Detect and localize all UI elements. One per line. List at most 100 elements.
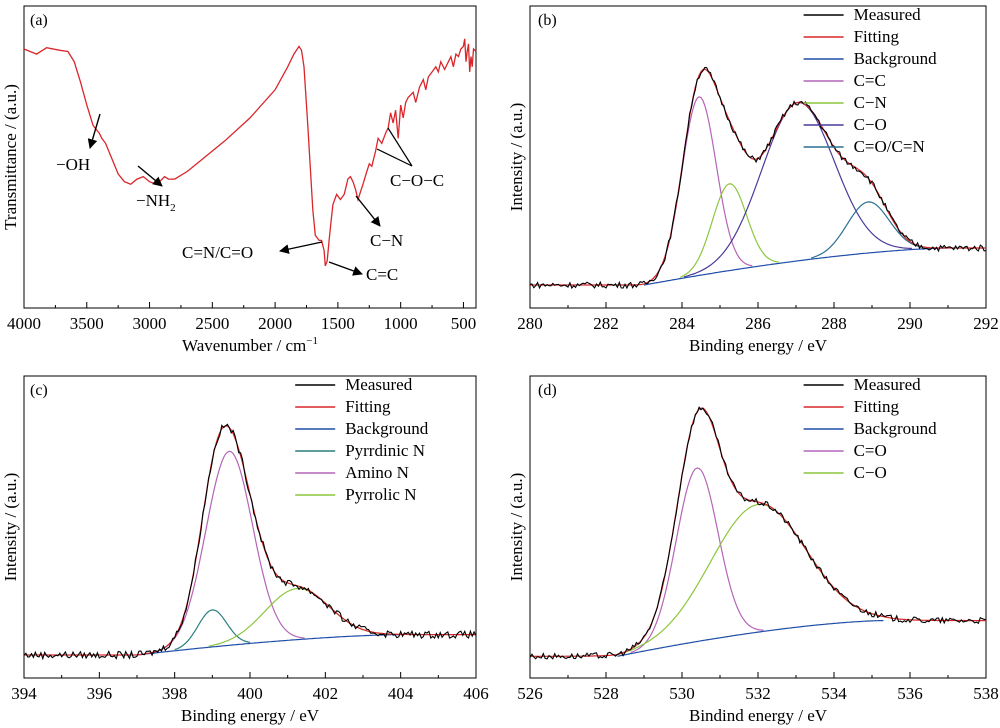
- legend-label-c-1: Fitting: [345, 397, 391, 416]
- x-tick-label-c-3: 400: [237, 684, 263, 703]
- x-tick-label-a-4: 2000: [258, 314, 292, 333]
- series-c-5: [208, 587, 386, 647]
- series-b-6: [811, 201, 926, 259]
- legend-label-c-4: Amino N: [345, 463, 409, 482]
- annotation-cc-label: C=C: [366, 265, 398, 284]
- annotation-cn: C−N: [355, 195, 403, 250]
- series-d-1: [530, 407, 986, 657]
- legend-label-b-2: Background: [854, 49, 938, 68]
- annotation-cn-label: C−N: [370, 231, 403, 250]
- arrow-coc-2: [376, 148, 413, 167]
- series-b-1: [530, 68, 986, 286]
- x-tick-label-a-0: 4000: [7, 314, 41, 333]
- legend-label-b-4: C−N: [854, 93, 887, 112]
- annotation-nh2: −NH2: [136, 165, 176, 214]
- x-axis-label-a: Wavenumber / cm−1: [182, 335, 318, 355]
- x-tick-label-b-1: 282: [593, 314, 619, 333]
- series-b-0: [529, 66, 987, 290]
- annotation-cc: C=C: [328, 261, 398, 284]
- panel-label-b: (b): [538, 12, 557, 29]
- x-tick-label-a-5: 1500: [321, 314, 355, 333]
- series-c-4: [153, 450, 305, 653]
- x-tick-label-d-1: 528: [593, 684, 619, 703]
- x-tick-label-d-4: 534: [821, 684, 847, 703]
- x-axis-label-c: Binding energy / eV: [181, 706, 320, 725]
- series-d-2: [617, 620, 884, 657]
- panel-a: (a) 4000 3500 3000 2500 2000 1500 1000 500 Wave…: [1, 5, 477, 355]
- legend-label-b-6: C=O/C=N: [854, 137, 925, 156]
- series-c-1: [24, 425, 476, 656]
- legend-label-b-0: Measured: [854, 5, 922, 24]
- legend-label-b-1: Fitting: [854, 27, 900, 46]
- series-d-3: [630, 467, 764, 654]
- arrow-cn: [355, 195, 381, 227]
- arrow-cnco: [279, 241, 323, 254]
- y-axis-label-d: Intensity / (a.u.): [507, 473, 526, 582]
- annotation-cnco-label: C=N/C=O: [182, 243, 253, 262]
- x-tick-label-b-2: 284: [669, 314, 695, 333]
- series-d: [529, 406, 987, 660]
- x-tick-label-c-6: 406: [463, 684, 489, 703]
- legend-label-b-5: C−O: [854, 115, 887, 134]
- panel-label-d: (d): [538, 382, 557, 399]
- x-tick-label-c-2: 398: [162, 684, 188, 703]
- x-tick-label-b-0: 280: [517, 314, 543, 333]
- x-axis-d: 526 528 530 532 534 536 538: [517, 672, 999, 703]
- annotation-oh: −OH: [56, 113, 101, 174]
- ftir-line: [23, 38, 477, 267]
- legend-label-d-1: Fitting: [854, 397, 900, 416]
- legend-c: Measured Fitting Background Pyrrdinic N Amin…: [295, 375, 429, 504]
- y-axis-label-a: Transmittance / (a.u.): [1, 84, 20, 230]
- series-a: [23, 38, 477, 267]
- series-c: [23, 423, 477, 661]
- legend-label-c-3: Pyrrdinic N: [345, 441, 425, 460]
- x-tick-label-d-6: 538: [973, 684, 999, 703]
- x-tick-label-a-6: 1000: [384, 314, 418, 333]
- x-tick-label-b-3: 286: [745, 314, 771, 333]
- legend-label-d-0: Measured: [854, 375, 922, 394]
- legend-label-d-3: C=O: [854, 441, 887, 460]
- x-tick-label-b-4: 288: [821, 314, 847, 333]
- y-axis-label-c: Intensity / (a.u.): [1, 473, 20, 582]
- arrow-nh2: [137, 165, 163, 187]
- series-b-2: [643, 247, 948, 286]
- series-c-3: [174, 609, 251, 651]
- legend-label-d-4: C−O: [854, 463, 887, 482]
- x-tick-label-d-2: 530: [669, 684, 695, 703]
- panel-d: (d) 526 528 530 532 534 536 538 Bindind energy…: [507, 375, 999, 725]
- x-tick-label-d-0: 526: [517, 684, 543, 703]
- series-d-4: [617, 503, 884, 656]
- panel-b: (b) 280 282 284 286 288 290 292 Binding energy…: [507, 5, 999, 355]
- x-tick-label-d-5: 536: [897, 684, 923, 703]
- legend-label-b-3: C=C: [854, 71, 886, 90]
- x-tick-label-c-0: 394: [11, 684, 37, 703]
- x-tick-label-c-1: 396: [87, 684, 113, 703]
- x-tick-label-a-1: 3500: [70, 314, 104, 333]
- x-tick-label-b-6: 292: [973, 314, 999, 333]
- x-axis-label-b: Binding energy / eV: [689, 336, 828, 355]
- x-tick-label-a-2: 3000: [133, 314, 167, 333]
- legend-b: Measured Fitting Background C=C C−N C−O C=O/C=…: [803, 5, 938, 156]
- legend-label-c-2: Background: [345, 419, 429, 438]
- annotation-coc: C−O−C: [376, 127, 444, 190]
- x-tick-label-a-7: 500: [451, 314, 477, 333]
- annotation-oh-label: −OH: [56, 155, 90, 174]
- legend-label-c-0: Measured: [345, 375, 413, 394]
- x-axis-a: 4000 3500 3000 2500 2000 1500 1000 500: [7, 302, 476, 333]
- x-tick-label-c-4: 402: [313, 684, 339, 703]
- legend-label-d-2: Background: [854, 419, 938, 438]
- x-axis-b: 280 282 284 286 288 290 292: [517, 302, 999, 333]
- annotation-nh2-label: −NH2: [136, 191, 176, 214]
- series-c-0: [23, 423, 477, 661]
- arrow-oh: [87, 113, 101, 149]
- series-d-0: [529, 406, 987, 660]
- plot-frame-a: [23, 5, 477, 309]
- series-b-4: [679, 183, 779, 278]
- x-axis-c: 394 396 398 400 402 404 406: [11, 672, 489, 703]
- x-tick-label-a-3: 2500: [195, 314, 229, 333]
- x-tick-label-c-5: 404: [388, 684, 414, 703]
- panel-label-c: (c): [30, 382, 48, 399]
- arrow-coc-1: [387, 127, 413, 167]
- annotation-cnco: C=N/C=O: [182, 241, 323, 262]
